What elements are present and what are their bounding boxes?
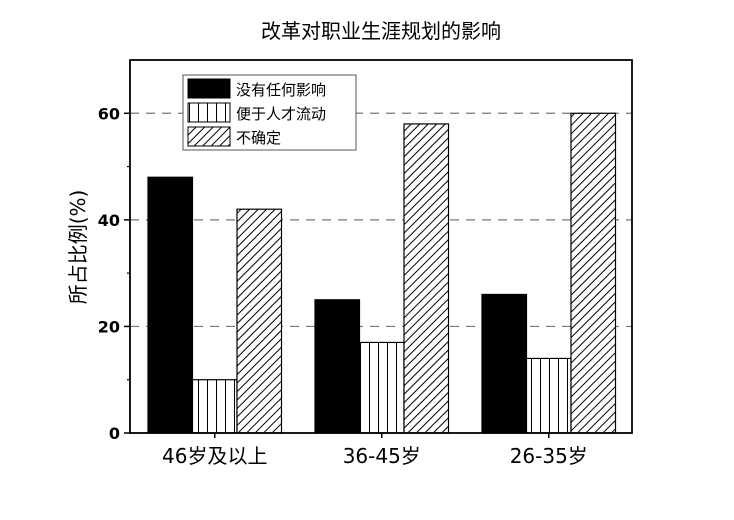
y-tick-label: 60 — [98, 104, 120, 123]
y-tick-label: 40 — [98, 211, 120, 230]
legend-swatch-0 — [187, 78, 231, 99]
y-axis-label: 所占比例(%) — [66, 190, 90, 305]
legend-label-1: 便于人才流动 — [236, 105, 326, 123]
y-tick-label: 20 — [98, 317, 120, 336]
legend-label-2: 不确定 — [236, 129, 281, 147]
legend-label-0: 没有任何影响 — [236, 81, 326, 99]
x-tick-label: 36-45岁 — [343, 444, 421, 468]
legend-swatch-1 — [187, 102, 231, 123]
x-tick-label: 46岁及以上 — [162, 444, 267, 468]
bar-0-2 — [481, 293, 528, 434]
legend-swatch-2 — [187, 126, 231, 147]
bar-2-2 — [570, 112, 617, 434]
bar-1-0 — [191, 379, 238, 434]
bar-2-1 — [403, 123, 450, 434]
bar-1-2 — [525, 357, 572, 434]
x-tick-label: 26-35岁 — [510, 444, 588, 468]
bar-1-1 — [358, 341, 405, 434]
y-tick-label: 0 — [109, 424, 120, 443]
bar-2-0 — [236, 208, 283, 434]
chart-title: 改革对职业生涯规划的影响 — [261, 19, 501, 43]
bar-0-1 — [314, 299, 361, 434]
plot-frame — [129, 59, 633, 434]
bar-0-0 — [147, 176, 194, 434]
